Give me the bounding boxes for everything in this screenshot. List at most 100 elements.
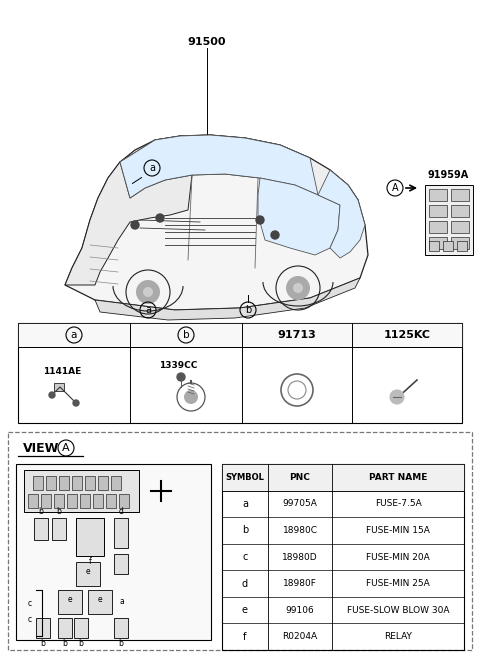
Bar (72, 476, 82, 490)
Text: b: b (41, 640, 46, 649)
Bar (429, 241, 439, 251)
Text: FUSE-MIN 15A: FUSE-MIN 15A (366, 526, 430, 535)
Text: SYMBOL: SYMBOL (226, 473, 264, 482)
Bar (111, 476, 121, 490)
Text: 18980C: 18980C (283, 526, 317, 535)
Circle shape (286, 276, 310, 300)
Bar (429, 221, 447, 233)
Bar (114, 518, 128, 548)
Text: b: b (245, 305, 251, 315)
Text: a: a (149, 163, 155, 173)
Text: FUSE-MIN 25A: FUSE-MIN 25A (366, 579, 430, 588)
Bar (36, 618, 50, 638)
Bar (88, 590, 112, 614)
Text: A: A (392, 183, 398, 193)
Bar (114, 554, 128, 574)
Text: 99106: 99106 (286, 605, 314, 615)
Text: A: A (62, 443, 70, 453)
Circle shape (143, 287, 153, 297)
Bar (451, 189, 469, 201)
Bar (18, 323, 462, 347)
Text: FUSE-MIN 20A: FUSE-MIN 20A (366, 552, 430, 562)
Text: b: b (183, 330, 189, 340)
Bar (106, 494, 116, 508)
Bar (114, 618, 128, 638)
Text: R0204A: R0204A (282, 632, 318, 641)
Polygon shape (120, 135, 318, 198)
Text: 18980F: 18980F (283, 579, 317, 588)
Text: RELAY: RELAY (384, 632, 412, 641)
Bar (429, 205, 447, 217)
Bar (58, 590, 82, 614)
Circle shape (293, 283, 303, 293)
Text: b: b (79, 640, 84, 649)
Circle shape (390, 390, 404, 404)
Text: 1141AE: 1141AE (43, 367, 81, 375)
Circle shape (184, 390, 198, 404)
Text: b: b (242, 525, 248, 535)
Circle shape (156, 214, 164, 222)
Bar (33, 476, 43, 490)
Bar (46, 476, 56, 490)
Polygon shape (65, 162, 192, 285)
Circle shape (131, 221, 139, 229)
Bar (451, 221, 469, 233)
Text: e: e (98, 596, 102, 604)
Circle shape (49, 392, 55, 398)
Bar (451, 205, 469, 217)
Text: b: b (57, 508, 61, 516)
Text: d: d (242, 579, 248, 588)
Bar (52, 518, 66, 540)
Bar (119, 494, 129, 508)
Bar (429, 189, 447, 201)
Text: a: a (120, 598, 124, 607)
Bar (18, 323, 462, 423)
Text: e: e (242, 605, 248, 615)
Bar (425, 185, 473, 255)
Text: 18980D: 18980D (282, 552, 318, 562)
Text: a: a (242, 499, 248, 509)
Bar (54, 494, 64, 508)
Bar (98, 476, 108, 490)
Text: PNC: PNC (289, 473, 311, 482)
Bar (24, 470, 139, 512)
Text: c: c (28, 600, 32, 609)
Text: c: c (28, 615, 32, 625)
Text: FUSE-SLOW BLOW 30A: FUSE-SLOW BLOW 30A (347, 605, 449, 615)
Bar (16, 464, 211, 640)
Bar (67, 494, 77, 508)
Circle shape (73, 400, 79, 406)
Text: b: b (62, 640, 67, 649)
Text: a: a (145, 305, 151, 315)
Circle shape (136, 280, 160, 304)
Bar (80, 494, 90, 508)
Bar (76, 562, 100, 586)
Text: f: f (89, 558, 91, 567)
Text: 99705A: 99705A (283, 499, 317, 508)
Text: b: b (38, 508, 43, 516)
Polygon shape (65, 135, 368, 310)
Bar (8, 432, 472, 650)
Text: c: c (242, 552, 248, 562)
Polygon shape (318, 170, 365, 258)
Bar (58, 618, 72, 638)
Bar (222, 464, 464, 650)
Text: f: f (243, 632, 247, 642)
Bar (41, 494, 51, 508)
Bar (457, 241, 467, 251)
Text: 1339CC: 1339CC (159, 361, 197, 369)
Circle shape (256, 216, 264, 224)
Circle shape (177, 373, 185, 381)
Text: 91959A: 91959A (427, 170, 468, 180)
Text: b: b (119, 640, 123, 649)
Text: FUSE-7.5A: FUSE-7.5A (374, 499, 421, 508)
Bar (429, 237, 447, 249)
Text: 1125KC: 1125KC (384, 330, 431, 340)
Bar (59, 476, 69, 490)
Bar (54, 383, 64, 391)
Bar (451, 237, 469, 249)
Circle shape (288, 381, 306, 399)
Text: 91500: 91500 (188, 37, 226, 47)
Text: d: d (119, 508, 123, 516)
Bar (76, 518, 104, 556)
